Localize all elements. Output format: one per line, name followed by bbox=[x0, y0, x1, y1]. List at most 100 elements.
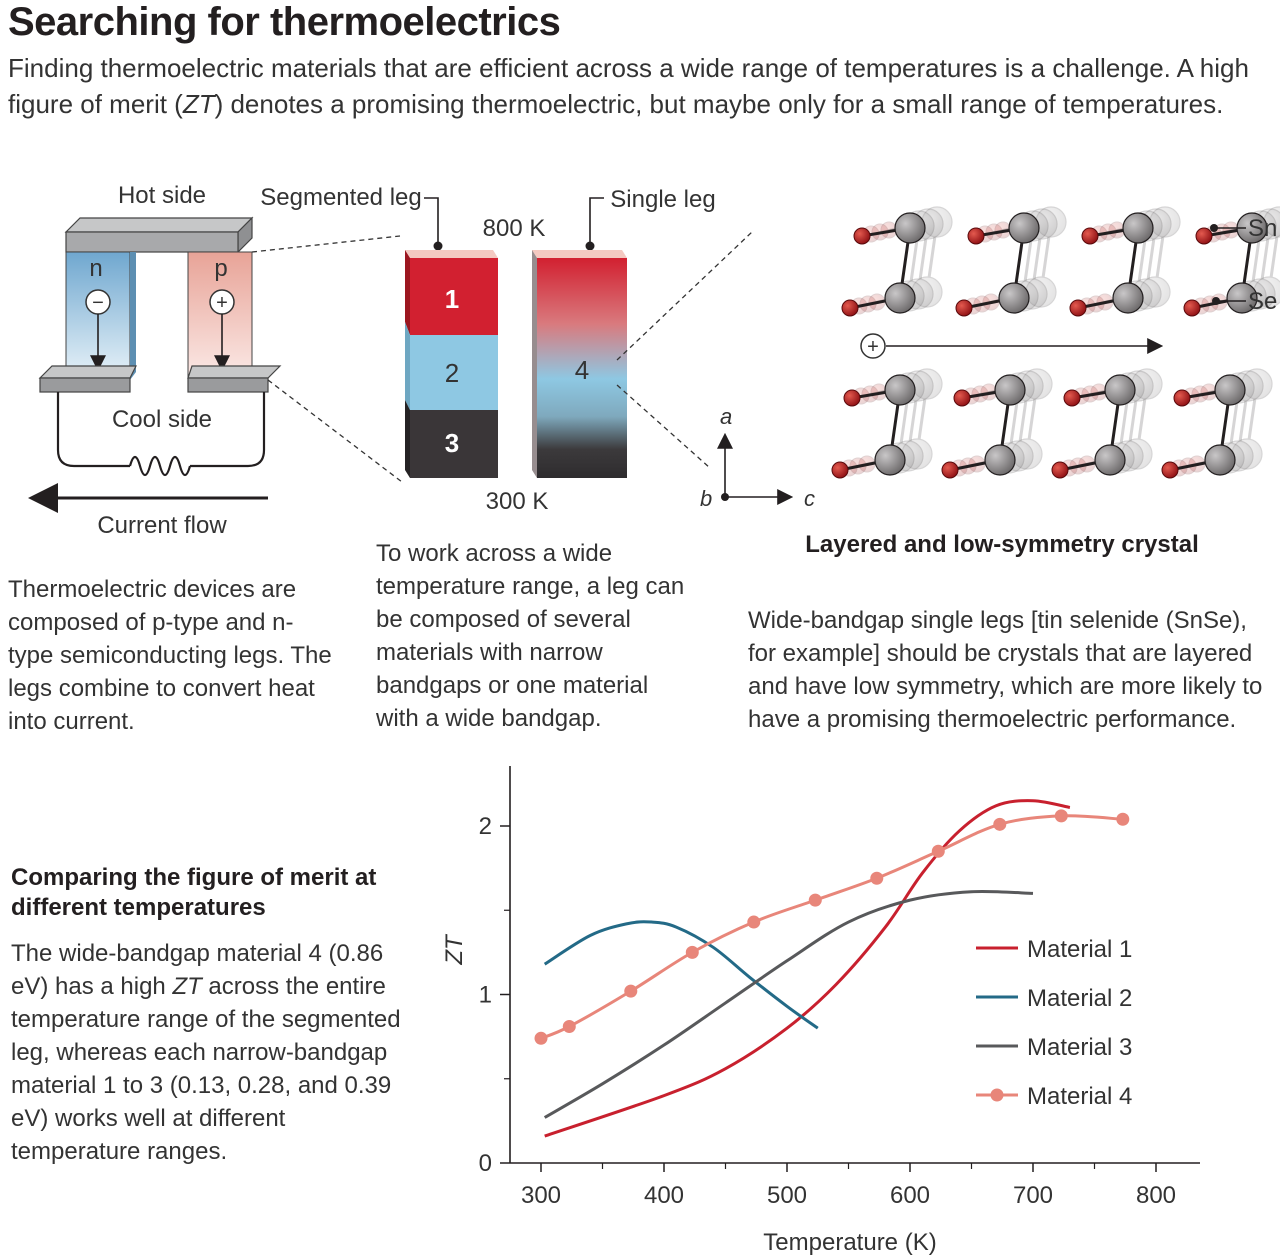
snse-unit bbox=[831, 374, 916, 479]
snse-unit bbox=[955, 212, 1040, 317]
segmented-leg-label: Segmented leg bbox=[260, 184, 421, 211]
sn-atom bbox=[994, 374, 1026, 406]
snse-crystal bbox=[831, 206, 1280, 479]
comparison-heading: Comparing the figure of merit at differe… bbox=[11, 864, 377, 921]
sn-atom bbox=[1226, 282, 1258, 314]
segment-3 bbox=[410, 410, 498, 478]
cool-plate-right-top bbox=[187, 365, 282, 379]
sn-atom bbox=[1008, 212, 1040, 244]
comparison-zt: ZT bbox=[172, 973, 202, 1000]
hole-plus-glyph: + bbox=[867, 336, 879, 358]
se-atom bbox=[941, 461, 959, 479]
axis-b-dot bbox=[721, 493, 729, 501]
material-4-point bbox=[993, 817, 1007, 831]
n-leg-side bbox=[130, 252, 136, 380]
hot-plate bbox=[65, 231, 239, 253]
segmented-leg-pointer bbox=[424, 197, 439, 245]
material-4-point bbox=[534, 1031, 548, 1045]
single-leg-pointer bbox=[589, 197, 604, 245]
snse-unit bbox=[841, 212, 926, 317]
se-atom bbox=[1195, 227, 1213, 245]
sn-atom bbox=[998, 282, 1030, 314]
crystal-title: Layered and low-symmetry crystal bbox=[805, 531, 1199, 558]
se-atom bbox=[853, 227, 871, 245]
material-4-point bbox=[624, 984, 638, 998]
legs-caption: To work across a wide temperature range,… bbox=[376, 540, 685, 732]
se-atom bbox=[953, 389, 971, 407]
se-atom bbox=[955, 299, 973, 317]
sn-atom bbox=[1112, 282, 1144, 314]
axis-a-label: a bbox=[720, 404, 732, 429]
cool-plate-left bbox=[39, 377, 131, 393]
x-tick-label: 600 bbox=[890, 1182, 930, 1209]
single-leg-body bbox=[537, 258, 627, 478]
n-label: n bbox=[89, 255, 102, 282]
p-label: p bbox=[214, 255, 227, 282]
snse-unit bbox=[941, 374, 1026, 479]
circuit-wire bbox=[56, 392, 266, 468]
resistor-icon bbox=[128, 455, 192, 477]
x-tick-label: 300 bbox=[521, 1182, 561, 1209]
axis-c-label: c bbox=[804, 486, 815, 511]
y-ticks: 0 1 2 bbox=[479, 813, 510, 1177]
se-atom bbox=[843, 389, 861, 407]
se-atom bbox=[1081, 227, 1099, 245]
subtitle-text-2: ) denotes a promising thermoelectric, bu… bbox=[214, 89, 1224, 119]
seg-leg-top-face bbox=[405, 250, 498, 258]
segment-2 bbox=[410, 335, 498, 410]
cool-plate-left-top bbox=[38, 365, 137, 379]
cool-plate-right bbox=[187, 377, 269, 393]
material-4-point bbox=[747, 915, 761, 929]
material-4-point bbox=[685, 945, 699, 959]
device-caption: Thermoelectric devices are composed of p… bbox=[8, 576, 332, 735]
legend-label: Material 1 bbox=[1027, 936, 1132, 963]
seg-side-3 bbox=[405, 400, 410, 478]
chart-legend: Material 1 Material 2 Material 3 Material 4 bbox=[976, 936, 1132, 1110]
se-atom bbox=[1173, 389, 1191, 407]
subtitle-text-1: Finding thermoelectric materials that ar… bbox=[8, 53, 1249, 119]
sn-atom bbox=[1094, 444, 1126, 476]
sn-atom bbox=[1104, 374, 1136, 406]
legend-label: Material 3 bbox=[1027, 1034, 1132, 1061]
page-subtitle: Finding thermoelectric materials that ar… bbox=[8, 50, 1273, 122]
se-atom bbox=[1161, 461, 1179, 479]
legend-label: Material 2 bbox=[1027, 985, 1132, 1012]
x-tick-label: 500 bbox=[767, 1182, 807, 1209]
zt-chart: 300 400 500 600 700 800 012 Material 1Materia… bbox=[441, 766, 1200, 1256]
se-atom bbox=[1183, 299, 1201, 317]
legend-label: Material 4 bbox=[1027, 1083, 1132, 1110]
sn-atom bbox=[1122, 212, 1154, 244]
sn-atom bbox=[884, 282, 916, 314]
zoom-line-top bbox=[251, 235, 401, 253]
single-leg-top-face bbox=[532, 250, 627, 258]
hot-side-label: Hot side bbox=[118, 182, 206, 209]
comparison-text-1: The wide-bandgap material 4 (0.86 eV) ha… bbox=[11, 940, 384, 1000]
page-title: Searching for thermoelectrics bbox=[8, 0, 561, 44]
sn-atom bbox=[984, 444, 1016, 476]
y-tick-label: 0 bbox=[479, 1150, 492, 1177]
single-leg-dot bbox=[585, 241, 595, 251]
material-4-point bbox=[931, 844, 945, 858]
single-leg-side bbox=[532, 250, 537, 478]
x-tick-label: 800 bbox=[1136, 1182, 1176, 1209]
se-label: Se bbox=[1248, 288, 1277, 315]
y-tick-label: 2 bbox=[479, 813, 492, 840]
current-flow-label: Current flow bbox=[97, 512, 227, 539]
comparison-body: The wide-bandgap material 4 (0.86 eV) ha… bbox=[11, 937, 406, 1168]
crystal-caption: Wide-bandgap single legs [tin selenide (… bbox=[748, 607, 1263, 733]
seg-side-2 bbox=[405, 322, 410, 410]
zoom-line-bottom bbox=[267, 379, 403, 483]
x-tick-label: 400 bbox=[644, 1182, 684, 1209]
single-leg-label: Single leg bbox=[610, 186, 715, 213]
segment-2-label: 2 bbox=[445, 358, 459, 388]
seg-side-1 bbox=[405, 250, 410, 335]
legend-marker bbox=[990, 1088, 1004, 1102]
hole-plus-icon bbox=[860, 333, 886, 359]
sn-atom bbox=[874, 444, 906, 476]
zoom-line-crystal-bottom bbox=[616, 384, 711, 469]
series-line-material-3 bbox=[543, 889, 1034, 1119]
segmented-leg-dot bbox=[433, 241, 443, 251]
sn-atom bbox=[1214, 374, 1246, 406]
y-tick-label: 1 bbox=[479, 982, 492, 1009]
se-atom bbox=[1069, 299, 1087, 317]
